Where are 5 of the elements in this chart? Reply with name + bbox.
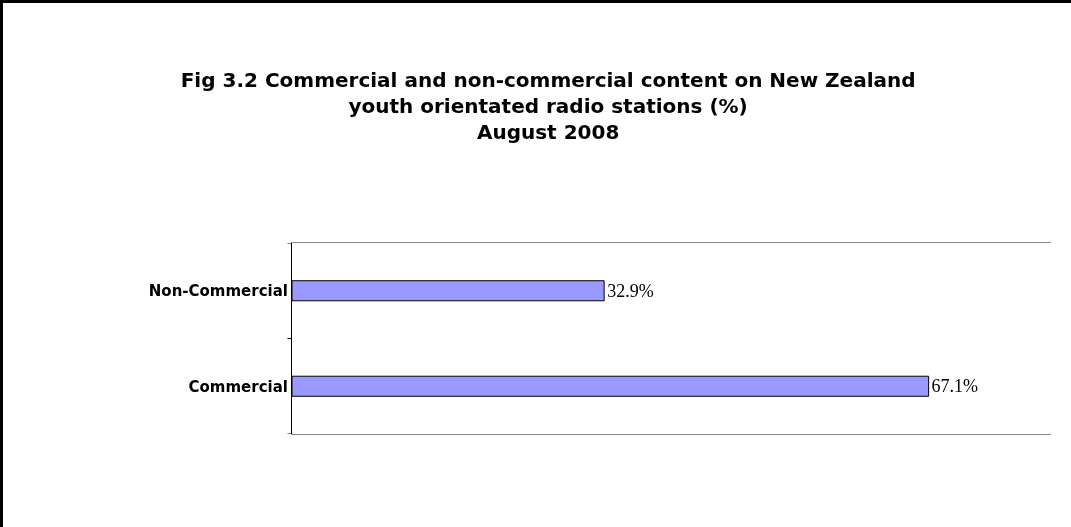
y-tick-label: Non-Commercial — [148, 282, 288, 300]
data-label: 67.1% — [931, 376, 979, 397]
data-label: 32.9% — [607, 280, 654, 301]
chart-title: Fig 3.2 Commercial and non-commercial content on New Zealand youth orientated radio stations (%) August 2008 — [180, 68, 916, 145]
y-tick-label: Commercial — [188, 377, 288, 396]
